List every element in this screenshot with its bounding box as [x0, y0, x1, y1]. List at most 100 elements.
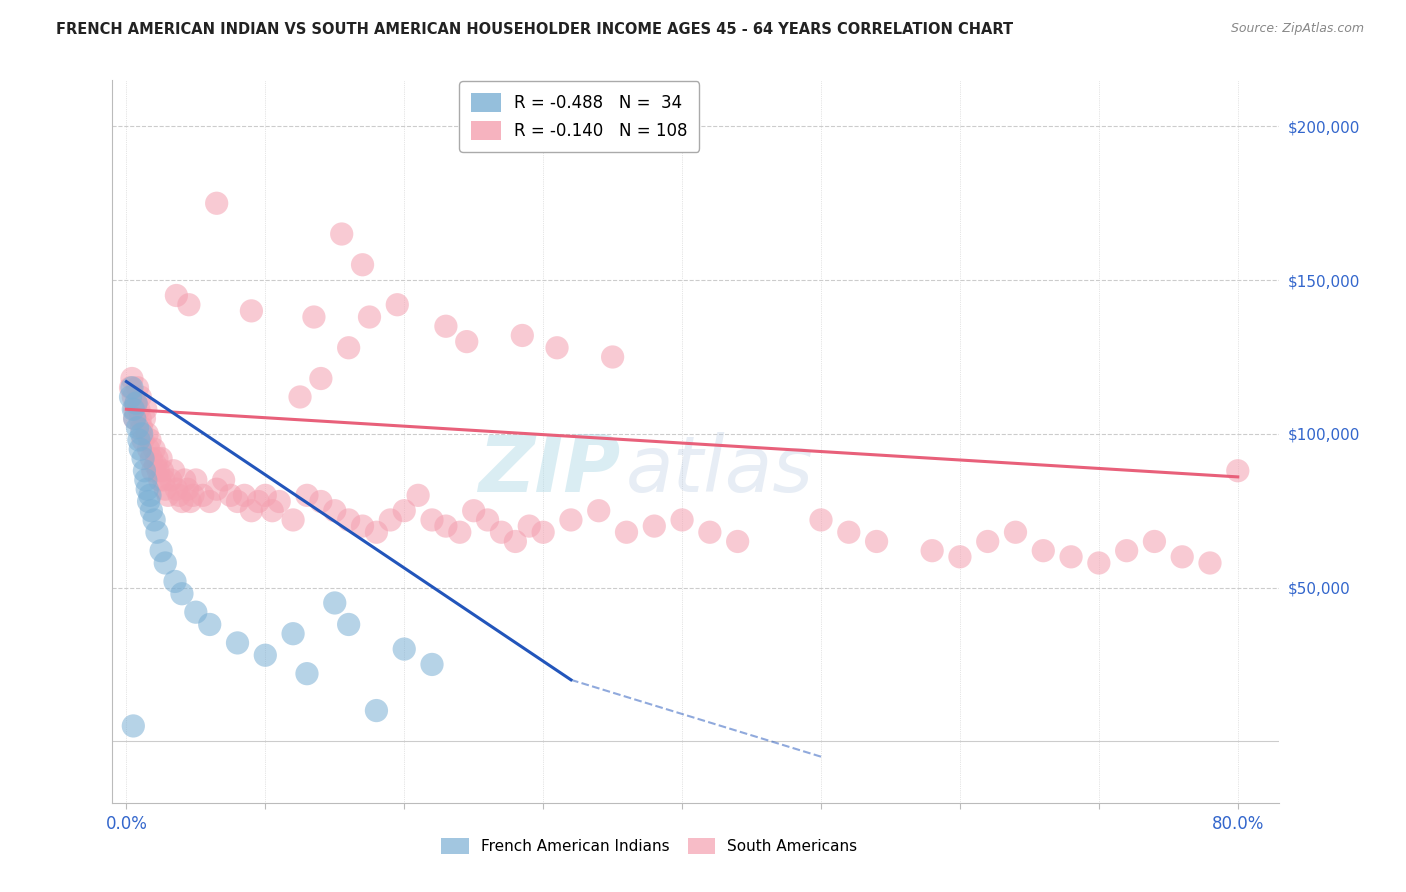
Point [366, 704, 388, 718]
Point [122, 390, 145, 404]
Point [921, 543, 943, 558]
Point [531, 525, 554, 540]
Point [323, 504, 346, 518]
Point [1004, 525, 1026, 540]
Point [125, 396, 148, 410]
Point [1143, 534, 1166, 549]
Point [173, 473, 195, 487]
Point [149, 473, 172, 487]
Point [134, 464, 156, 478]
Point [212, 473, 235, 487]
Point [671, 513, 693, 527]
Point [394, 642, 416, 657]
Point [129, 442, 152, 457]
Point [141, 504, 163, 518]
Point [191, 488, 214, 502]
Point [456, 334, 478, 349]
Point [134, 411, 156, 425]
Point [240, 304, 263, 318]
Point [122, 719, 145, 733]
Point [219, 488, 242, 502]
Point [205, 196, 228, 211]
Point [616, 525, 638, 540]
Point [337, 341, 360, 355]
Point [1171, 549, 1194, 564]
Point [699, 525, 721, 540]
Point [491, 525, 513, 540]
Point [449, 525, 471, 540]
Point [179, 494, 201, 508]
Point [125, 396, 148, 410]
Point [124, 402, 146, 417]
Point [124, 411, 146, 425]
Point [155, 482, 177, 496]
Point [146, 451, 169, 466]
Point [138, 442, 160, 457]
Point [434, 519, 457, 533]
Point [136, 482, 159, 496]
Point [152, 464, 174, 478]
Point [288, 390, 311, 404]
Point [1060, 549, 1083, 564]
Point [122, 402, 145, 417]
Point [254, 648, 277, 663]
Point [1115, 543, 1137, 558]
Point [302, 310, 325, 324]
Point [233, 488, 256, 502]
Point [150, 543, 173, 558]
Point [165, 288, 187, 302]
Point [510, 328, 533, 343]
Point [176, 482, 198, 496]
Point [163, 574, 186, 589]
Point [181, 488, 204, 502]
Text: ZIP: ZIP [478, 433, 620, 508]
Point [157, 488, 180, 502]
Point [145, 458, 167, 472]
Point [226, 636, 249, 650]
Point [139, 488, 162, 502]
Point [184, 605, 207, 619]
Point [643, 519, 665, 533]
Point [505, 534, 527, 549]
Point [366, 525, 388, 540]
Text: FRENCH AMERICAN INDIAN VS SOUTH AMERICAN HOUSEHOLDER INCOME AGES 45 - 64 YEARS C: FRENCH AMERICAN INDIAN VS SOUTH AMERICAN… [56, 22, 1014, 37]
Point [177, 298, 200, 312]
Point [309, 371, 332, 385]
Point [148, 464, 170, 478]
Point [155, 556, 177, 570]
Point [262, 504, 284, 518]
Point [588, 504, 610, 518]
Point [170, 494, 193, 508]
Point [150, 451, 173, 466]
Point [949, 549, 972, 564]
Point [865, 534, 887, 549]
Point [323, 596, 346, 610]
Point [198, 617, 221, 632]
Text: Source: ZipAtlas.com: Source: ZipAtlas.com [1230, 22, 1364, 36]
Point [135, 402, 157, 417]
Point [143, 442, 166, 457]
Point [142, 464, 165, 478]
Point [477, 513, 499, 527]
Point [247, 494, 270, 508]
Point [352, 519, 374, 533]
Text: atlas: atlas [626, 433, 814, 508]
Point [1226, 464, 1249, 478]
Point [352, 258, 374, 272]
Point [309, 494, 332, 508]
Point [120, 381, 142, 395]
Point [167, 488, 190, 502]
Point [420, 513, 443, 527]
Point [1088, 556, 1111, 570]
Point [128, 402, 150, 417]
Point [153, 473, 176, 487]
Point [138, 494, 160, 508]
Point [295, 488, 318, 502]
Point [170, 587, 193, 601]
Point [132, 451, 155, 466]
Point [226, 494, 249, 508]
Point [198, 494, 221, 508]
Point [129, 411, 152, 425]
Point [394, 504, 416, 518]
Point [546, 341, 568, 355]
